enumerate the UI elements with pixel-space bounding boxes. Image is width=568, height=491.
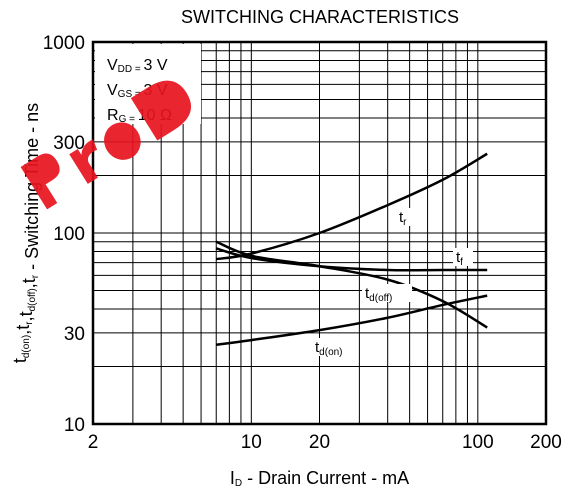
- y-axis-label: td(on),tr,td(off),tr - Switching Time - …: [10, 103, 42, 363]
- series-line-tdoff: [215, 240, 488, 329]
- series-label-bg: [312, 338, 356, 356]
- y-tick-label: 300: [53, 133, 85, 154]
- series-label-bg: [396, 208, 416, 226]
- series-label-tr: tr: [399, 209, 407, 228]
- x-tick-label: 20: [309, 432, 330, 453]
- series-labels: tr tf td(off) td(on): [312, 208, 473, 358]
- x-tick-label: 10: [241, 432, 262, 453]
- series-line-tr: [216, 152, 488, 261]
- condition-1: VDD = 3 V: [107, 57, 168, 75]
- x-tick-label: 100: [462, 432, 494, 453]
- series-label-tdoff: td(off): [365, 285, 392, 304]
- chart-title: SWITCHING CHARACTERISTICS: [181, 7, 459, 27]
- series-label-bg: [362, 284, 412, 302]
- plot-frame: [91, 40, 548, 426]
- x-tick-label: 200: [530, 432, 562, 453]
- condition-3: RG = 10 Ω: [107, 107, 172, 125]
- y-tick-label: 100: [53, 224, 85, 245]
- series-label-tf: tf: [456, 249, 463, 268]
- series-line-tf: [215, 247, 488, 272]
- series-label-bg: [453, 248, 473, 266]
- series-line-tdon: [216, 294, 488, 346]
- series-lines: [215, 152, 488, 346]
- y-tick-label: 10: [64, 415, 85, 436]
- x-axis-label: ID - Drain Current - mA: [230, 468, 409, 489]
- x-tick-label: 2: [88, 432, 99, 453]
- series-label-tdon: td(on): [315, 339, 343, 358]
- y-tick-label: 1000: [43, 33, 85, 54]
- y-tick-label: 30: [64, 324, 85, 345]
